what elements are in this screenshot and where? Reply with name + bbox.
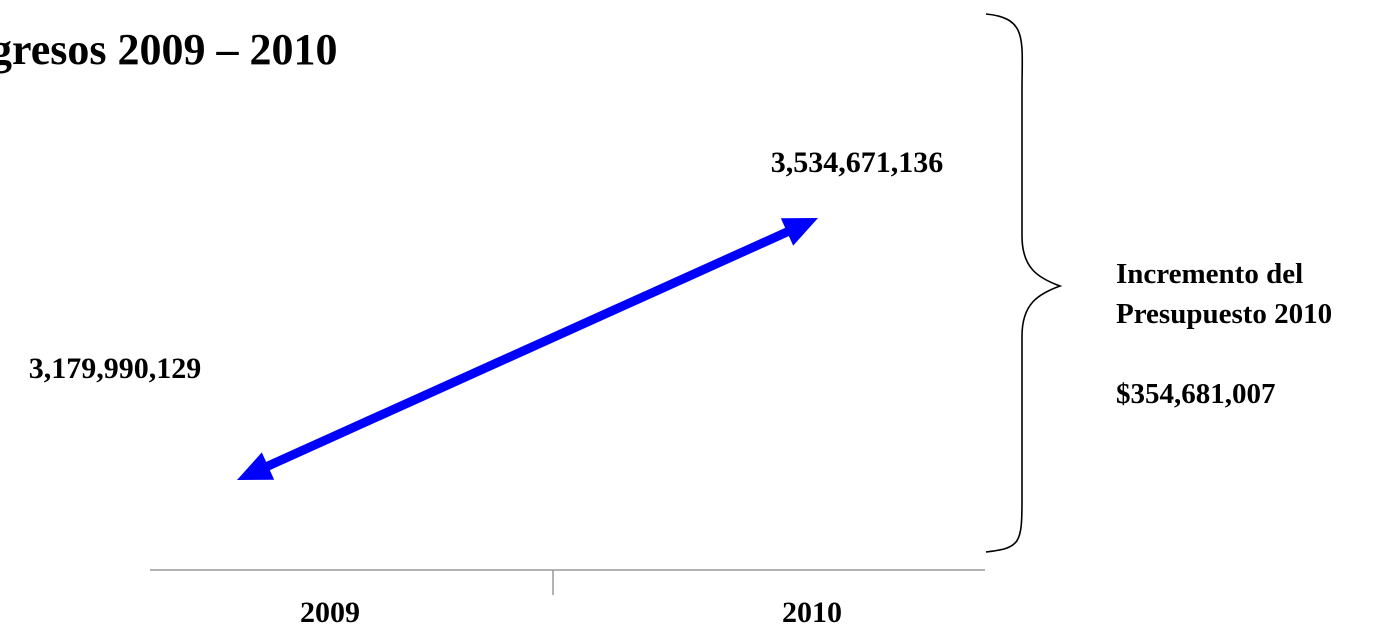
x-tick-label-2009: 2009 — [300, 596, 360, 629]
arrowhead-2010 — [780, 218, 818, 246]
series-line — [261, 225, 794, 473]
curly-brace — [985, 13, 1063, 553]
chart-marks: 3,179,990,129 3,534,671,136 — [29, 146, 944, 480]
data-label-2009: 3,179,990,129 — [29, 352, 202, 385]
chart-title: gresos 2009 – 2010 — [0, 25, 338, 74]
increment-amount: $354,681,007 — [1116, 378, 1276, 410]
increment-label-line1: Incremento del — [1116, 258, 1304, 290]
x-tick-label-2010: 2010 — [782, 596, 842, 629]
arrowhead-2009 — [237, 452, 275, 480]
increment-label-line2: Presupuesto 2010 — [1116, 298, 1333, 330]
data-label-2010: 3,534,671,136 — [771, 146, 944, 179]
x-axis: 2009 2010 — [150, 569, 985, 629]
